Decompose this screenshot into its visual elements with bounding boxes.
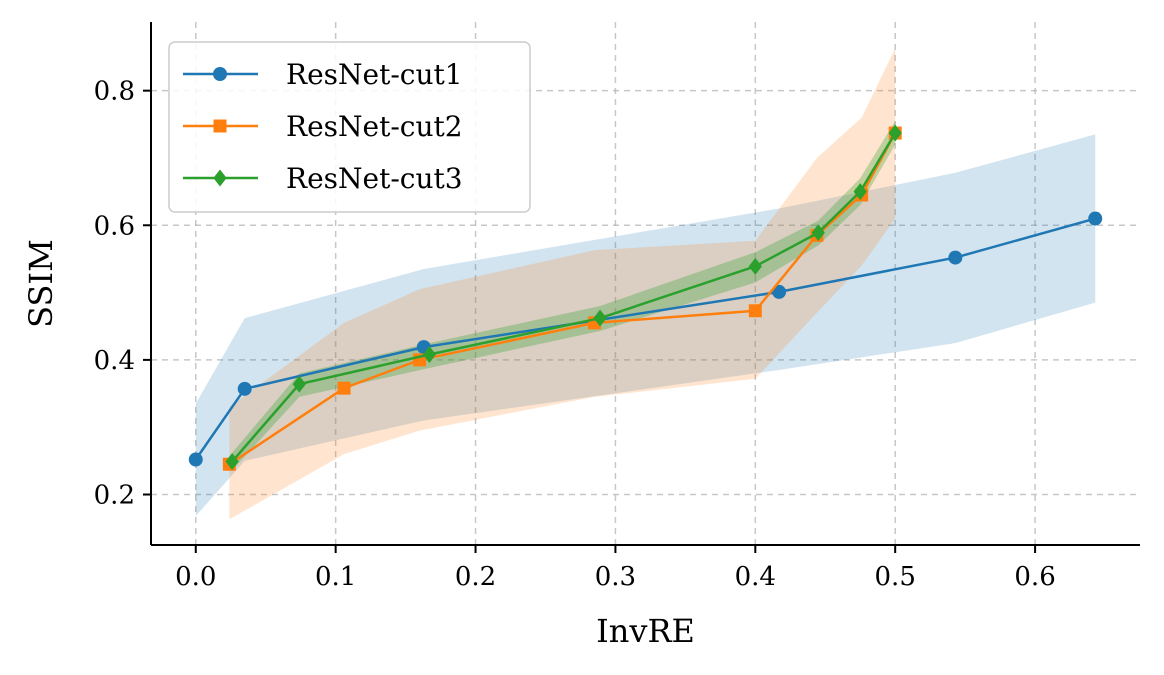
axes [150,22,1140,546]
confidence-band-resnet-cut1 [195,134,1096,517]
confidence-bands [195,48,1096,520]
confidence-band-resnet-cut2 [229,48,896,520]
series-line-resnet-cut2 [228,132,897,466]
legend-swatch-marker [213,169,227,187]
data-point-resnet-cut3 [748,257,762,275]
legend-label: ResNet-cut1 [286,58,463,91]
legend-label: ResNet-cut3 [286,162,463,195]
series-lines [188,124,1103,471]
data-point-resnet-cut1 [772,284,787,299]
x-tick-label: 0.5 [875,562,916,592]
x-tick-label: 0.3 [595,562,636,592]
y-tick-label: 0.8 [94,77,135,107]
x-tick-label: 0.4 [735,562,776,592]
x-tick-label: 0.1 [315,562,356,592]
legend-entry-resnet-cut1: ResNet-cut1 [183,58,463,91]
legend-entry-resnet-cut2: ResNet-cut2 [183,110,463,143]
x-axis-label: InvRE [596,612,695,650]
x-tick-label: 0.0 [175,562,216,592]
series-resnet-cut3 [225,124,902,471]
data-point-resnet-cut1 [948,250,963,265]
data-point-resnet-cut1 [188,452,203,467]
legend-swatch-marker [213,119,227,133]
data-point-resnet-cut3 [422,346,437,364]
data-point-resnet-cut3 [593,309,607,327]
data-point-resnet-cut1 [237,381,252,396]
legend-label: ResNet-cut2 [286,110,463,143]
legend-swatch-marker [213,67,227,81]
data-point-resnet-cut3 [225,453,239,471]
ticks: 0.0 0.1 0.2 0.3 0.4 0.5 0.6 0.2 0.4 0.6 0.8 [94,77,1056,592]
x-tick-label: 0.6 [1014,562,1055,592]
data-point-resnet-cut2 [748,304,762,318]
data-point-resnet-cut3 [853,183,867,201]
y-tick-label: 0.4 [94,346,135,376]
x-tick-label: 0.2 [455,562,496,592]
y-tick-label: 0.6 [94,211,135,241]
data-point-resnet-cut3 [292,375,306,393]
legend-entry-resnet-cut3: ResNet-cut3 [183,162,463,195]
y-tick-label: 0.2 [94,481,135,511]
data-point-resnet-cut3 [888,124,902,142]
series-line-resnet-cut3 [231,132,897,463]
legend: ResNet-cut1 ResNet-cut2 ResNet-cut3 [168,41,531,213]
data-point-resnet-cut2 [337,381,351,395]
y-axis-label: SSIM [22,239,60,328]
legend-box [168,41,531,213]
data-point-resnet-cut1 [1088,211,1103,226]
data-point-resnet-cut3 [811,224,825,242]
